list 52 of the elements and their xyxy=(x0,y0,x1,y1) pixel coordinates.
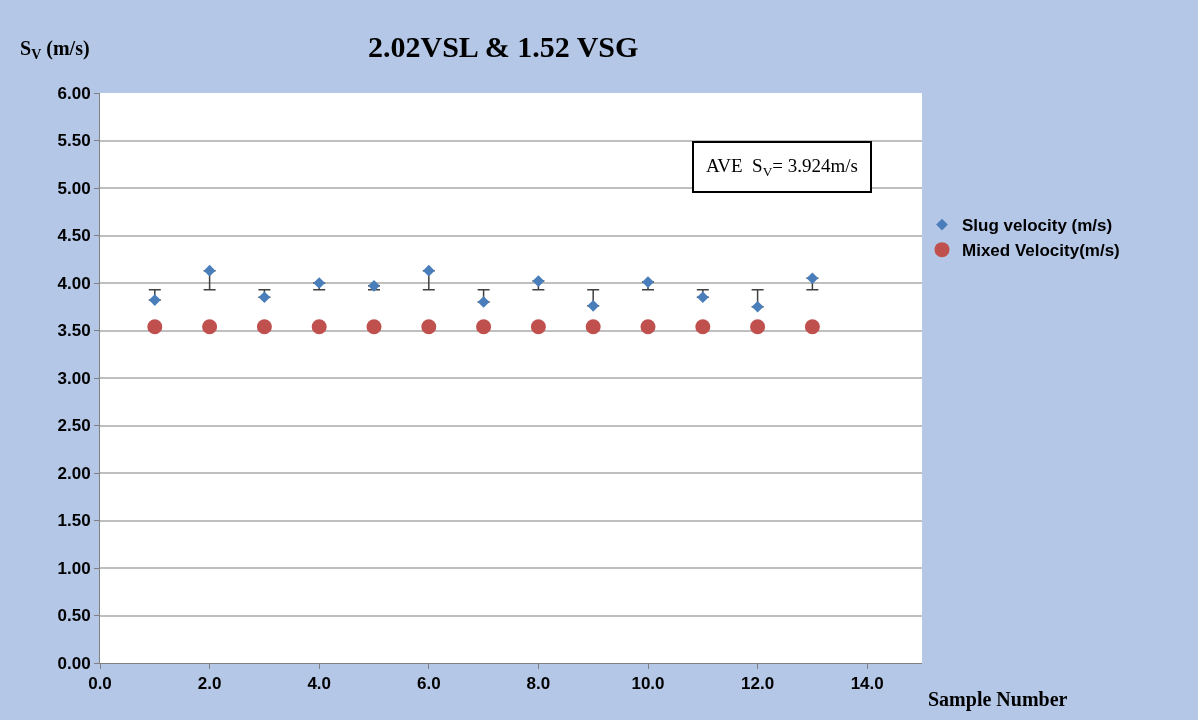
x-tick-label: 8.0 xyxy=(526,674,551,694)
point xyxy=(202,319,218,335)
legend-label: Mixed Velocity(m/s) xyxy=(962,241,1120,261)
y-tick-label: 2.50 xyxy=(57,416,91,436)
point xyxy=(203,264,216,277)
y-tick-label: 5.50 xyxy=(57,131,91,151)
point xyxy=(313,277,326,289)
point xyxy=(750,319,766,335)
point xyxy=(311,319,327,335)
point xyxy=(696,291,709,304)
annotation: AVE S$_{V}$= 3.924m/s xyxy=(706,155,858,179)
point xyxy=(477,296,490,308)
x-tick-label: 2.0 xyxy=(197,674,222,694)
y-tick-label: 0.50 xyxy=(57,606,91,626)
point xyxy=(366,319,382,335)
y-tick-label: 4.00 xyxy=(57,273,91,293)
x-tick-label: 14.0 xyxy=(850,674,884,694)
point xyxy=(256,319,272,335)
x-tick-label: 6.0 xyxy=(416,674,441,694)
point xyxy=(532,275,545,287)
point xyxy=(530,319,546,335)
point xyxy=(422,264,435,277)
x-tick-label: 4.0 xyxy=(307,674,332,694)
x-tick-label: 10.0 xyxy=(631,674,665,694)
x-axis-title: Sample Number xyxy=(928,688,1068,711)
y-tick-label: 4.50 xyxy=(57,226,91,246)
point xyxy=(476,319,492,335)
chart-title: 2.02VSL & 1.52 VSG xyxy=(367,30,639,64)
x-tick-label: 0.0 xyxy=(88,674,112,694)
point xyxy=(258,291,271,304)
y-tick-label: 0.00 xyxy=(57,653,91,673)
y-tick-label: 3.00 xyxy=(57,368,91,388)
y-tick-label: 2.00 xyxy=(57,463,91,483)
y-axis-title: S$_{V}$ (m/s) xyxy=(20,37,90,63)
point xyxy=(147,319,163,335)
x-tick-label: 12.0 xyxy=(741,674,775,694)
point xyxy=(640,319,656,335)
point xyxy=(751,300,764,313)
point xyxy=(421,319,437,335)
y-tick-label: 5.00 xyxy=(57,178,91,198)
y-tick-label: 3.50 xyxy=(57,321,91,341)
point xyxy=(148,294,161,306)
point xyxy=(368,280,380,292)
y-tick-label: 1.50 xyxy=(57,511,91,531)
legend-label: Slug velocity (m/s) xyxy=(962,216,1113,236)
point xyxy=(587,299,600,312)
y-tick-label: 6.00 xyxy=(57,83,91,103)
point xyxy=(804,319,820,335)
point xyxy=(585,319,601,335)
point xyxy=(806,272,819,285)
y-tick-label: 1.00 xyxy=(57,558,91,578)
point xyxy=(695,319,711,335)
